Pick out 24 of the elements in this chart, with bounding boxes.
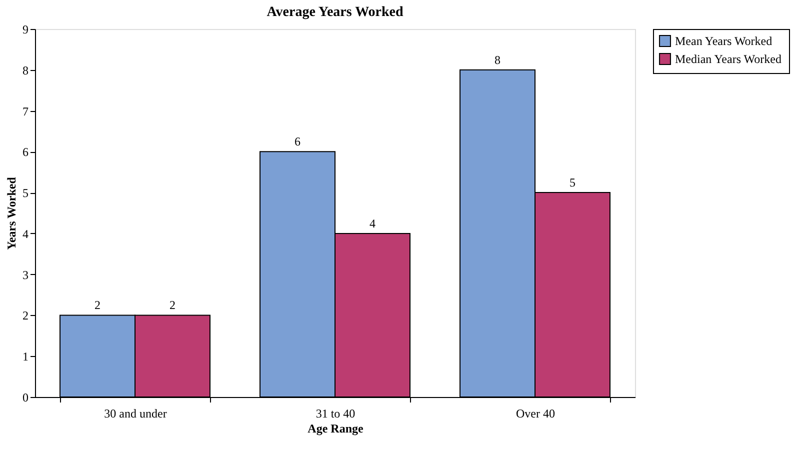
data-label: 5 (570, 176, 576, 190)
y-axis-title: Years Worked (4, 176, 18, 250)
data-label: 4 (370, 216, 376, 230)
data-label: 6 (294, 134, 300, 149)
y-tick-label: 4 (22, 226, 28, 241)
y-tick-label: 9 (22, 22, 28, 36)
y-tick-label: 6 (22, 145, 28, 160)
x-tick-label: 30 and under (104, 406, 167, 420)
legend-label: Median Years Worked (675, 52, 782, 66)
y-tick-label: 1 (22, 350, 28, 364)
data-label: 2 (170, 298, 176, 312)
y-tick-label: 5 (22, 186, 28, 200)
x-tick-label: 31 to 40 (316, 406, 356, 420)
y-tick-label: 7 (22, 104, 28, 118)
x-axis-title: Age Range (308, 422, 364, 436)
chart-title: Average Years Worked (266, 5, 404, 20)
y-tick-label: 3 (22, 268, 28, 282)
data-label: 8 (494, 52, 500, 67)
x-tick-label: Over 40 (516, 406, 555, 420)
y-tick-label: 0 (22, 390, 28, 404)
y-tick-label: 2 (22, 308, 28, 323)
data-label: 2 (94, 298, 100, 312)
y-tick-label: 8 (22, 63, 28, 78)
legend-label: Mean Years Worked (675, 34, 772, 48)
